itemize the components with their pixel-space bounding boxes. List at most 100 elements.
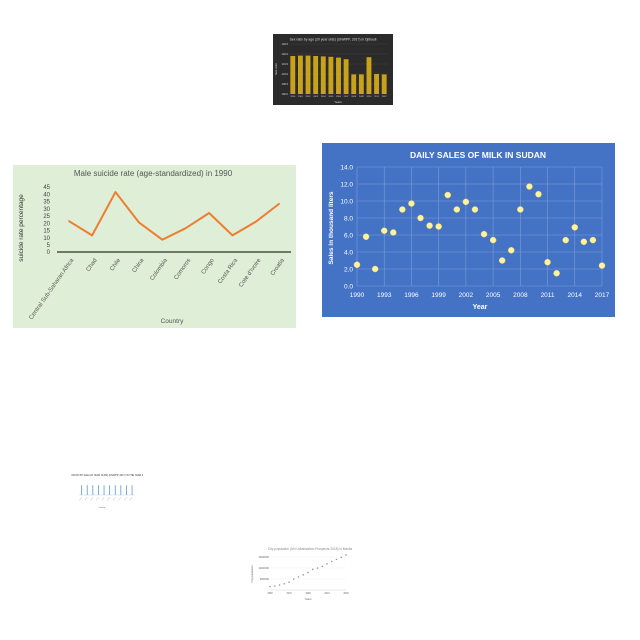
x-tick-label: 1999: [431, 292, 446, 299]
bar: [336, 57, 341, 94]
data-point: [292, 578, 295, 580]
bar: [86, 485, 88, 495]
y-tick-label: 102.5: [282, 42, 289, 46]
bar: [366, 57, 372, 94]
data-point: [444, 191, 451, 199]
data-point: [269, 585, 271, 588]
bar: [114, 485, 116, 495]
y-tick-label: 10000000: [258, 567, 269, 570]
data-point: [231, 234, 234, 236]
data-point: [345, 554, 347, 556]
x-tick-label: 2011: [374, 96, 379, 98]
data-point: [273, 585, 276, 587]
y-tick-label: 101.0: [282, 72, 289, 76]
y-tick-label: 2.0: [344, 266, 353, 273]
bar: [126, 485, 127, 495]
x-tick-mark: [129, 496, 133, 501]
x-tick-label: Chad: [86, 258, 99, 273]
chart-title: City population (UN Urbanization Prospec…: [268, 547, 352, 551]
data-point: [426, 222, 433, 229]
bar: [320, 56, 326, 94]
x-tick-label: 2005: [486, 292, 501, 299]
y-tick-label: 15: [43, 229, 50, 235]
data-point: [571, 224, 579, 231]
x-tick-label: 2017: [595, 292, 610, 299]
x-tick-label: 2009: [359, 96, 365, 98]
bar: [290, 56, 296, 94]
data-point: [562, 236, 569, 244]
x-tick-label: 2012: [382, 96, 388, 98]
x-tick-label: 2030: [343, 592, 349, 595]
y-tick-label: 12.0: [340, 181, 353, 188]
y-tick-label: 45: [43, 185, 50, 191]
chart-title: SEX RATIO BY AGE (20 YEAR OLDS) (UNWPP, …: [71, 474, 143, 477]
x-tick-mark: [123, 496, 127, 501]
x-tick-label: 2000: [290, 96, 296, 98]
y-tick-label: 40: [43, 192, 50, 198]
bar: [81, 485, 83, 495]
y-tick-label: 25: [43, 214, 50, 220]
data-point: [453, 206, 461, 213]
x-tick-label: 2001: [298, 96, 304, 98]
data-point: [161, 239, 163, 241]
data-point: [326, 563, 328, 565]
data-point: [321, 565, 324, 568]
x-tick-label: 2002: [459, 292, 474, 299]
y-tick-label: 0: [47, 250, 51, 256]
bar: [358, 74, 364, 94]
x-tick-mark: [101, 496, 105, 501]
x-axis-label: Year: [473, 304, 488, 311]
data-point: [435, 223, 442, 230]
x-tick-label: 2008: [351, 96, 357, 98]
y-tick-label: 14.0: [340, 164, 353, 171]
y-axis-label: Sales in thousand liters: [328, 191, 335, 264]
data-point: [353, 261, 361, 268]
data-point: [390, 229, 397, 236]
y-tick-label: 5000000: [260, 578, 270, 581]
y-axis-label: Sex ratio: [274, 63, 278, 75]
x-tick-mark: [84, 496, 88, 501]
chart-title: Male suicide rate (age-standardized) in …: [74, 169, 233, 178]
y-tick-label: 35: [43, 200, 50, 206]
x-tick-label: Chile: [109, 257, 122, 272]
y-tick-label: 10.0: [340, 198, 353, 205]
x-tick-label: 2008: [513, 292, 528, 299]
milk-sales-sudan-chart: DAILY SALES OF MILK IN SUDAN Sales in tho…: [322, 143, 615, 317]
bar: [313, 56, 319, 94]
x-tick-mark: [118, 496, 122, 501]
x-axis-label: Years: [304, 597, 312, 601]
data-point: [480, 230, 488, 238]
data-point: [297, 576, 300, 578]
bar: [328, 56, 334, 94]
data-point: [278, 584, 281, 586]
data-point: [598, 262, 606, 269]
x-tick-label: 2007: [344, 96, 350, 98]
data-point: [68, 220, 70, 222]
data-point: [417, 214, 424, 222]
bar: [381, 74, 387, 94]
series-line: [68, 191, 280, 241]
x-tick-label: 1990: [305, 592, 311, 595]
x-tick-label: Cote d'Ivoire: [238, 257, 263, 288]
x-tick-label: 2002: [306, 96, 312, 98]
x-axis-label: Years: [334, 100, 342, 104]
data-point: [307, 571, 309, 574]
y-tick-label: 102.0: [282, 52, 289, 56]
data-point: [330, 560, 333, 563]
x-tick-mark: [79, 496, 82, 501]
data-point: [340, 556, 343, 559]
bar: [103, 485, 105, 495]
x-tick-label: 1996: [404, 292, 419, 299]
data-point: [278, 203, 280, 205]
data-point: [462, 198, 470, 206]
data-point: [553, 270, 560, 277]
y-axis-label: City population: [250, 565, 254, 583]
y-tick-label: 101.5: [282, 62, 289, 66]
bar: [297, 55, 303, 94]
data-point: [288, 581, 290, 584]
x-tick-label: Croatia: [270, 257, 286, 277]
x-tick-label: 1990: [350, 292, 365, 299]
chart-title: DAILY SALES OF MILK IN SUDAN: [410, 150, 546, 160]
y-tick-label: 30: [43, 207, 50, 213]
chart-svg: Sex ratio by age (20 year olds) (UNWPP, …: [274, 38, 388, 104]
